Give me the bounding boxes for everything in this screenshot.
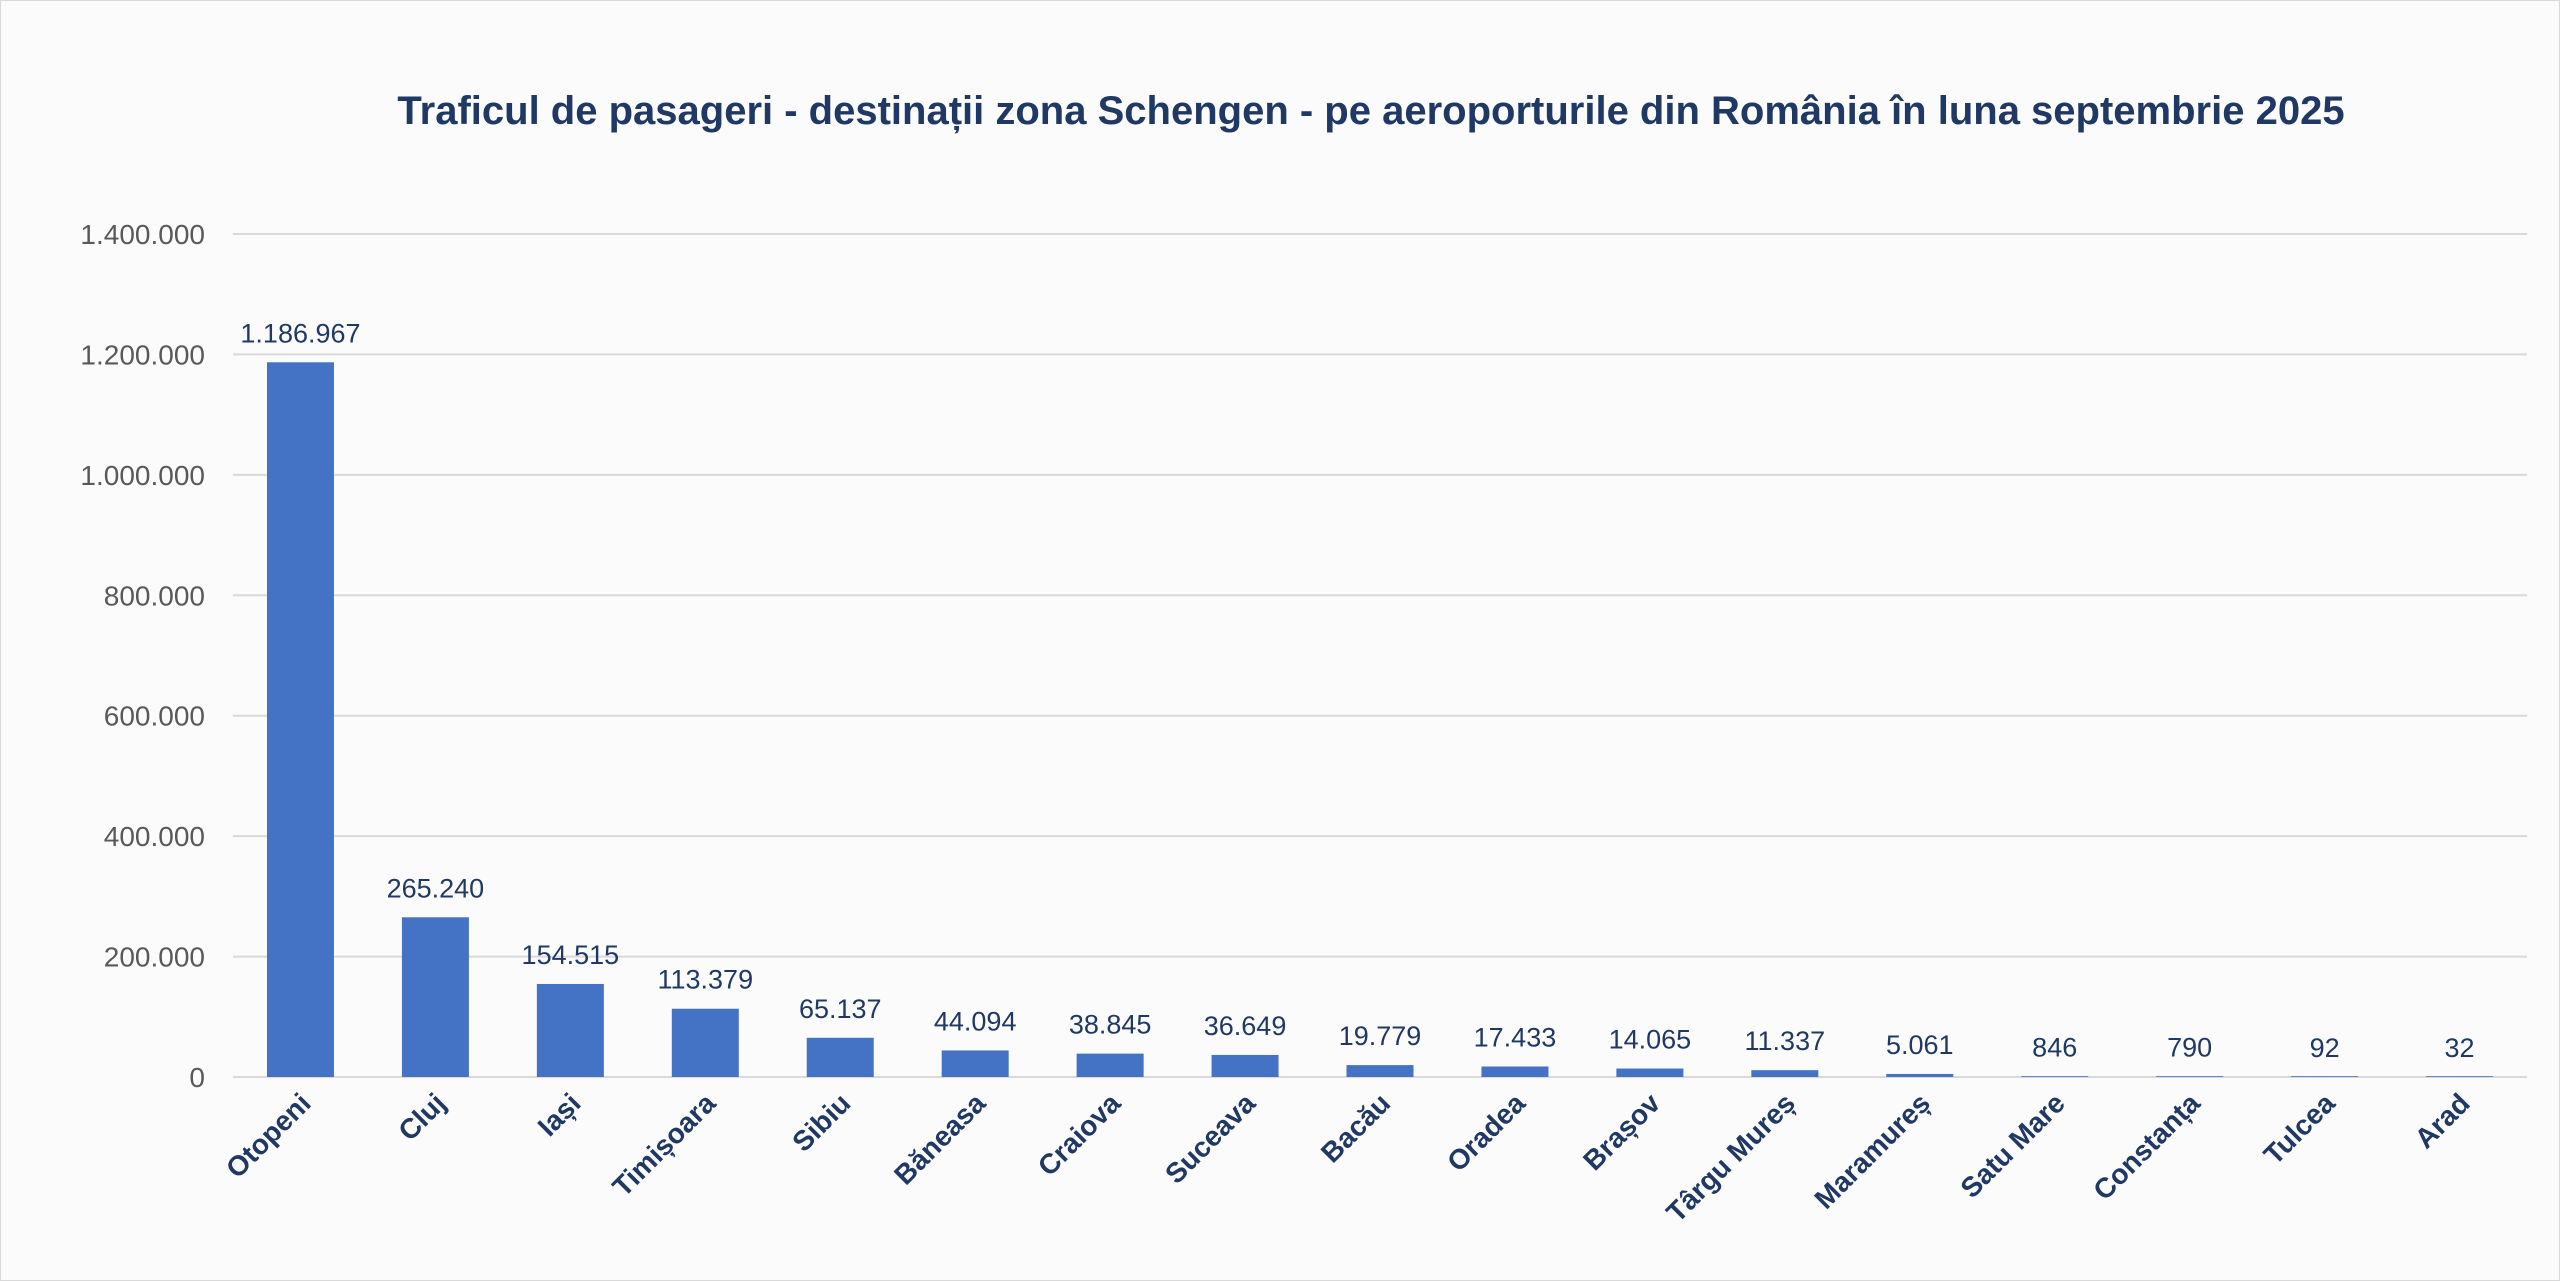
y-tick-label: 0 [189,1062,205,1093]
x-tick-label: Craiova [1032,1087,1127,1182]
x-tick-label: Brașov [1577,1087,1666,1176]
x-tick-label: Satu Mare [1954,1087,2071,1204]
bar [536,983,604,1077]
bar [2021,1076,2089,1077]
bar [1211,1054,1279,1077]
data-label: 19.779 [1339,1021,1422,1051]
bar [2156,1076,2224,1077]
x-tick-label: Bacău [1315,1087,1396,1168]
bar [1751,1070,1819,1077]
x-tick-label: Cluj [392,1087,451,1146]
data-label: 265.240 [387,873,485,903]
data-label: 32 [2445,1033,2475,1063]
x-tick-label: Otopeni [220,1087,317,1184]
y-tick-label: 600.000 [104,701,205,732]
data-label: 17.433 [1474,1023,1557,1053]
x-tick-label: Băneasa [888,1087,992,1191]
bar [671,1008,739,1077]
data-label: 154.515 [522,940,620,970]
y-tick-label: 1.000.000 [80,460,205,491]
bar [266,362,334,1077]
x-tick-label: Constanța [2087,1087,2206,1206]
y-tick-label: 800.000 [104,580,205,611]
data-label: 65.137 [799,994,882,1024]
data-label: 11.337 [1745,1026,1826,1056]
bar [401,917,469,1077]
y-axis-tick-labels: 0 200.000 400.000 600.000 800.000 1.000.000 1.… [80,219,205,1093]
x-tick-label: Oradea [1441,1087,1531,1177]
bar [2426,1076,2494,1077]
bar [941,1050,1009,1077]
data-label: 38.845 [1069,1010,1152,1040]
x-tick-label: Târgu Mureș [1660,1087,1801,1228]
x-tick-label: Timișoara [606,1087,721,1202]
bars [266,362,2494,1077]
data-label: 92 [2310,1033,2340,1063]
bar [1346,1065,1414,1077]
bar [2291,1076,2359,1077]
data-label: 36.649 [1204,1011,1287,1041]
x-tick-label: Sibiu [786,1087,856,1157]
x-tick-label: Maramureș [1808,1087,1936,1215]
y-tick-label: 200.000 [104,942,205,973]
data-label: 846 [2032,1032,2077,1062]
y-tick-label: 1.200.000 [80,339,205,370]
gridlines [233,233,2527,1078]
data-label: 44.094 [934,1006,1017,1036]
data-label: 790 [2167,1033,2212,1063]
x-axis-tick-labels: Otopeni Cluj Iași Timișoara Sibiu Băneasa Crai… [220,1087,2476,1228]
chart-title: Traficul de pasageri - destinații zona S… [397,89,2344,133]
bar [1076,1053,1144,1077]
bar [1886,1073,1954,1077]
bar [1616,1068,1684,1077]
y-tick-label: 400.000 [104,821,205,852]
bar [806,1037,874,1077]
data-label: 1.186.967 [240,318,360,348]
data-labels: 1.186.967 265.240 154.515 113.379 65.137 44.0… [240,318,2474,1063]
x-tick-label: Suceava [1159,1087,1262,1190]
data-label: 113.379 [657,965,753,995]
x-tick-label: Iași [532,1087,587,1142]
data-label: 14.065 [1609,1025,1692,1055]
bar [1481,1066,1549,1077]
x-tick-label: Arad [2409,1087,2476,1154]
x-tick-label: Tulcea [2258,1087,2341,1170]
y-tick-label: 1.400.000 [80,219,205,250]
data-label: 5.061 [1886,1030,1954,1060]
